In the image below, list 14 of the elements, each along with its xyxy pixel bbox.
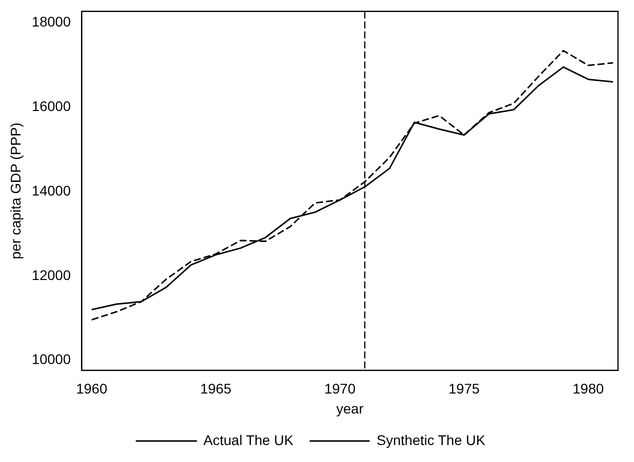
x-tick-label: 1960 [76, 380, 108, 397]
y-axis-title: per capita GDP (PPP) [7, 122, 24, 260]
y-tick-label: 14000 [32, 182, 71, 198]
x-tick-label: 1970 [324, 380, 356, 397]
y-tick-label: 10000 [32, 351, 71, 368]
y-tick-label: 18000 [32, 14, 71, 30]
x-tick-label: 1980 [572, 380, 604, 397]
y-tick-label: 12000 [32, 266, 71, 283]
legend-label: Synthetic The UK [376, 432, 486, 448]
x-axis-title: year [336, 400, 364, 416]
y-tick-label: 16000 [32, 98, 71, 114]
x-tick-label: 1975 [448, 380, 480, 397]
legend-label: Actual The UK [203, 432, 294, 448]
x-tick-label: 1965 [200, 380, 232, 397]
